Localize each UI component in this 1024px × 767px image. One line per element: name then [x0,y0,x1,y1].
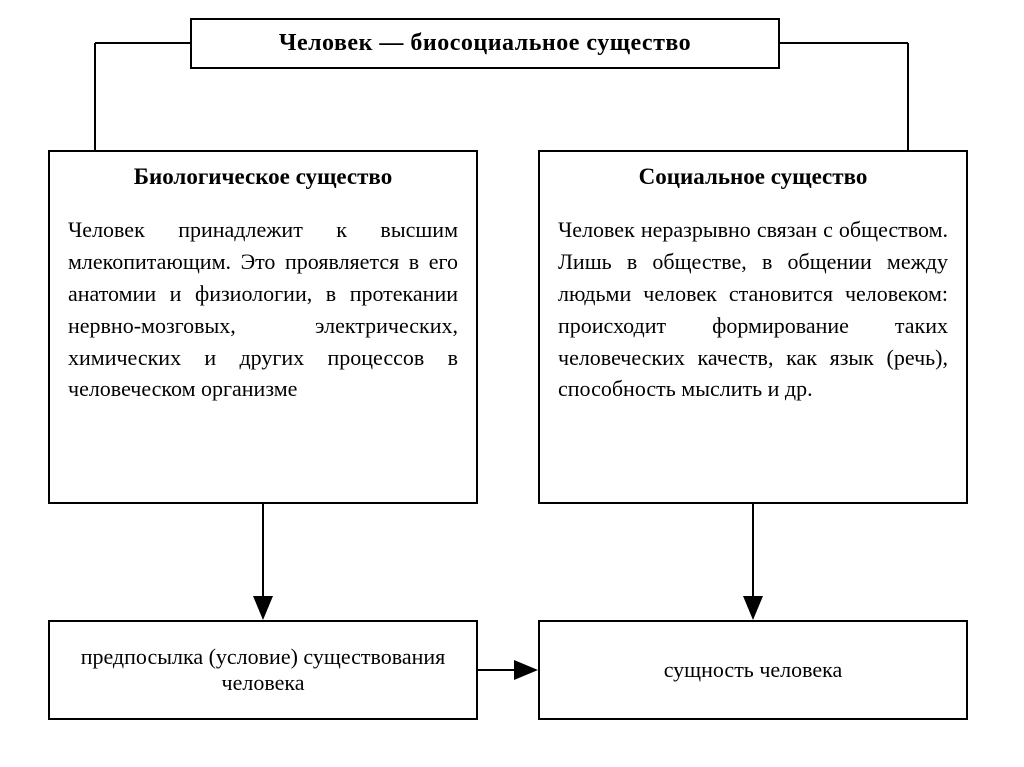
right-header-box: Социальное существо [538,150,968,204]
left-body-text: Человек принадлежит к высшим млекопитающ… [68,217,458,401]
right-body-text: Человек неразрывно связан с обществом. Л… [558,217,948,401]
title-text: Человек — биосоциальное существо [279,30,691,56]
right-header-text: Социальное существо [639,164,868,189]
right-body-box: Человек неразрывно связан с обществом. Л… [538,200,968,504]
left-body-box: Человек принадлежит к высшим млекопитающ… [48,200,478,504]
left-bottom-box: предпосылка (условие) существования чело… [48,620,478,720]
title-box: Человек — биосоциальное существо [190,18,780,69]
left-header-box: Биологическое существо [48,150,478,204]
right-bottom-text: сущность человека [664,657,843,683]
left-header-text: Биологическое существо [134,164,392,189]
right-bottom-box: сущность человека [538,620,968,720]
left-bottom-text: предпосылка (условие) существования чело… [62,644,464,696]
